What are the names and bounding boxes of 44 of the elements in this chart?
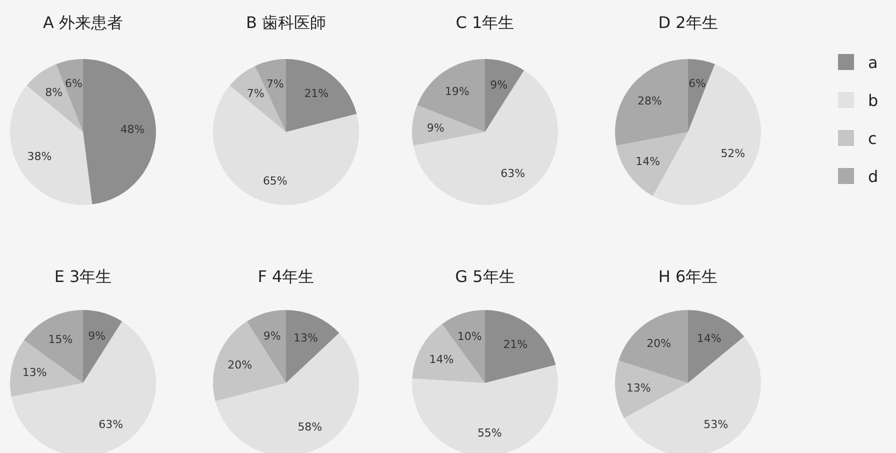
data-label: 13% xyxy=(626,382,651,395)
data-label: 20% xyxy=(646,336,672,350)
data-label: 63% xyxy=(98,418,124,432)
data-label: 9% xyxy=(490,78,508,92)
data-label: 9% xyxy=(426,121,444,134)
chart-title: D 2年生 xyxy=(658,13,718,32)
data-label: 14% xyxy=(636,155,660,168)
legend-label: c xyxy=(868,129,877,148)
chart-title: E 3年生 xyxy=(54,267,112,286)
data-label: 28% xyxy=(638,94,662,108)
data-label: 65% xyxy=(262,174,288,188)
data-label: 52% xyxy=(720,147,746,160)
data-label: 21% xyxy=(304,86,329,100)
data-label: 14% xyxy=(696,332,722,346)
chart-title: F 4年生 xyxy=(258,267,314,286)
data-label: 13% xyxy=(293,331,318,344)
chart-title: A 外来患者 xyxy=(42,13,124,32)
data-label: 7% xyxy=(266,78,284,91)
data-label: 20% xyxy=(228,358,252,372)
chart-title: H 6年生 xyxy=(658,267,718,286)
data-label: 19% xyxy=(444,84,470,98)
data-label: 38% xyxy=(27,150,52,163)
data-label: 8% xyxy=(45,86,63,99)
data-label: 53% xyxy=(704,418,728,432)
data-label: 6% xyxy=(64,77,82,90)
data-label: 13% xyxy=(22,366,47,380)
chart-title: G 5年生 xyxy=(455,267,515,286)
data-label: 55% xyxy=(477,426,502,440)
data-label: 48% xyxy=(120,122,145,136)
data-label: 9% xyxy=(88,329,106,342)
chart-title: C 1年生 xyxy=(456,13,514,32)
data-label: 14% xyxy=(429,353,454,366)
data-label: 58% xyxy=(298,420,322,434)
chart-title: B 歯科医師 xyxy=(246,13,326,32)
legend-label: d xyxy=(868,167,878,186)
legend-label: a xyxy=(868,53,878,72)
legend-label: b xyxy=(868,91,878,110)
data-label: 6% xyxy=(688,77,706,90)
data-label: 63% xyxy=(500,167,526,180)
data-label: 10% xyxy=(457,330,482,343)
data-label: 15% xyxy=(48,332,73,346)
data-label: 21% xyxy=(503,338,528,351)
data-label: 7% xyxy=(246,86,264,100)
data-label: 9% xyxy=(263,329,281,342)
